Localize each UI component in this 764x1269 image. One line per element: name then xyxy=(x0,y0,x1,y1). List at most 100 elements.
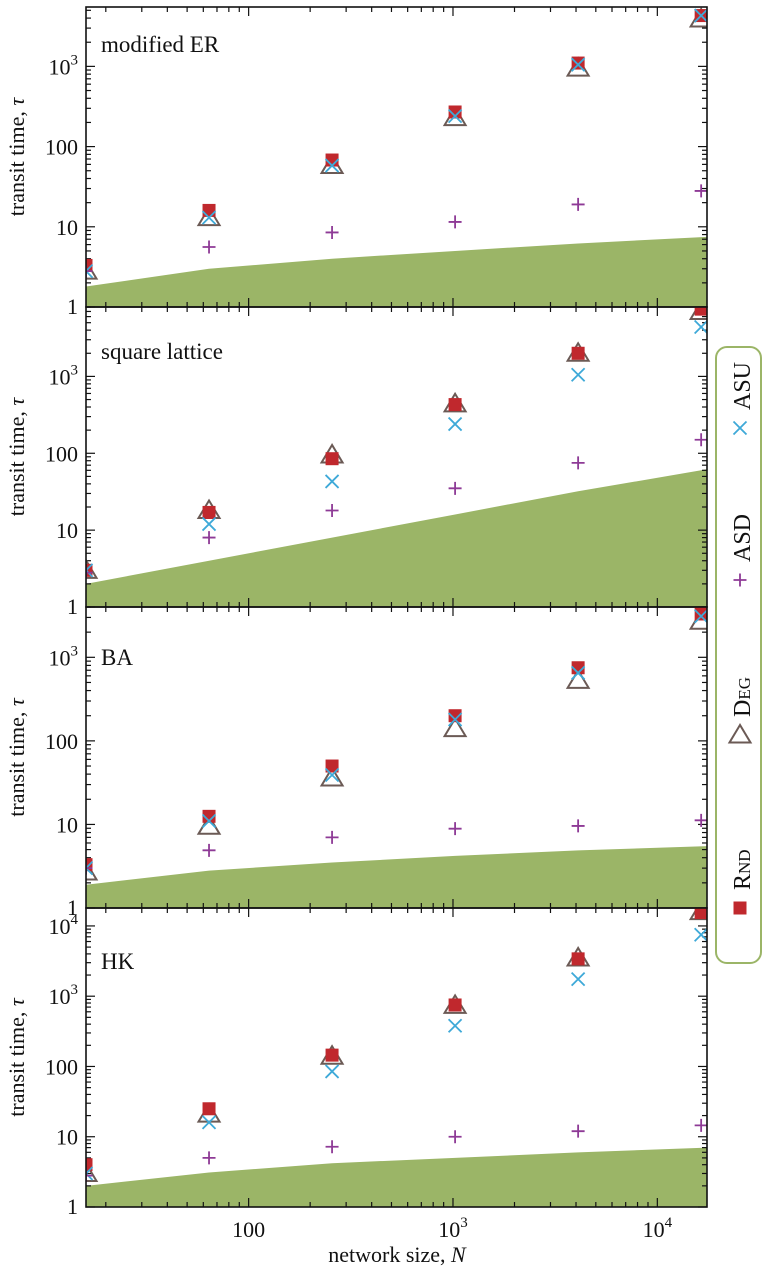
point-rnd xyxy=(571,346,585,360)
point-asu xyxy=(324,1064,340,1079)
point-asu xyxy=(324,158,340,173)
point-asd xyxy=(86,861,93,875)
legend-marker-asd xyxy=(733,573,747,587)
x-axis-ticks xyxy=(105,607,658,908)
point-deg xyxy=(442,716,468,738)
point-asd xyxy=(571,819,585,833)
panel-title: BA xyxy=(101,645,133,670)
y-axis-ticks xyxy=(86,306,707,608)
point-asd xyxy=(448,215,462,229)
point-asu xyxy=(570,367,586,382)
x-axis-title-var: N xyxy=(450,1242,467,1267)
panel-title: modified ER xyxy=(101,32,220,57)
point-asu xyxy=(694,319,707,335)
series-asu xyxy=(86,8,707,279)
point-asu xyxy=(694,8,707,23)
chart-panels: 1 10 100 103 transit time, τ modified ER 1 10 10… xyxy=(4,6,708,1242)
point-asu xyxy=(86,563,94,578)
point-rnd xyxy=(202,1102,216,1116)
point-asd xyxy=(694,1118,707,1132)
legend-item-rnd: RND xyxy=(730,849,756,915)
legend-label-asd: ASD xyxy=(730,514,756,562)
point-asu xyxy=(201,813,217,829)
point-rnd xyxy=(448,709,462,723)
x-tick-label: 104 xyxy=(643,1215,673,1242)
point-rnd xyxy=(202,809,216,823)
point-rnd xyxy=(448,105,462,119)
point-asd xyxy=(202,240,216,254)
series-rnd xyxy=(86,307,707,577)
series-asu xyxy=(86,319,707,578)
legend-label-rnd: RND xyxy=(730,849,756,890)
y-axis-title: transit time, τ xyxy=(4,97,29,217)
point-asd xyxy=(448,822,462,836)
y-tick-label: 104 xyxy=(49,912,79,939)
point-asu xyxy=(694,609,707,624)
point-rnd xyxy=(448,398,462,412)
y-tick-label: 100 xyxy=(45,1054,78,1079)
point-rnd xyxy=(694,607,707,621)
point-asd xyxy=(694,433,707,447)
point-asu xyxy=(201,516,217,532)
point-rnd xyxy=(325,759,339,773)
y-tick-label: 100 xyxy=(45,729,78,754)
lower-bound-area xyxy=(86,1147,707,1207)
point-asd xyxy=(694,813,707,827)
y-tick-label: 1 xyxy=(67,895,78,920)
y-axis-ticks xyxy=(86,9,707,308)
lower-bound-area xyxy=(86,236,707,307)
panel-2: 1 10 100 103 transit time, τ square lattice xyxy=(4,306,708,619)
point-rnd xyxy=(86,1158,93,1172)
point-asd xyxy=(202,843,216,857)
point-rnd xyxy=(86,258,93,272)
point-asd xyxy=(571,197,585,211)
legend: RND DEG ASD ASU xyxy=(715,346,762,964)
point-rnd xyxy=(325,1048,339,1062)
point-asd xyxy=(694,184,707,198)
point-asd xyxy=(86,264,93,278)
series-deg xyxy=(86,609,707,881)
point-asu xyxy=(447,416,463,432)
data-points xyxy=(86,307,707,580)
point-asu xyxy=(447,1018,463,1033)
point-deg xyxy=(319,766,345,787)
series-rnd xyxy=(86,607,707,872)
x-axis-title: network size, N xyxy=(328,1242,467,1267)
legend-label-deg: DEG xyxy=(730,677,756,717)
legend-box xyxy=(715,346,762,964)
y-tick-label: 103 xyxy=(49,643,79,670)
series-asd xyxy=(86,813,707,875)
y-tick-label: 103 xyxy=(49,52,79,79)
data-points xyxy=(86,607,707,881)
series-asu xyxy=(86,927,707,1181)
legend-item-deg: DEG xyxy=(727,677,756,744)
lower-bound-area xyxy=(86,846,707,908)
y-axis-title: transit time, τ xyxy=(4,697,29,817)
point-asu xyxy=(570,57,586,72)
point-asu xyxy=(201,1115,217,1130)
point-asd xyxy=(325,225,339,239)
y-tick-label: 1 xyxy=(67,294,78,319)
y-tick-label: 103 xyxy=(49,982,79,1009)
point-rnd xyxy=(694,307,707,316)
legend-marker-deg xyxy=(727,723,753,744)
legend-item-asu: ASU xyxy=(730,362,756,436)
plot-frame xyxy=(85,907,708,1208)
point-asd xyxy=(448,481,462,495)
y-tick-label: 10 xyxy=(56,215,78,240)
point-asu xyxy=(86,263,94,279)
point-asd xyxy=(325,504,339,518)
y-tick-label: 10 xyxy=(56,812,78,837)
point-asd xyxy=(325,830,339,844)
series-rnd xyxy=(86,908,707,1172)
panel-1: 1 10 100 103 transit time, τ modified ER xyxy=(4,6,708,319)
point-rnd xyxy=(202,203,216,217)
point-asd xyxy=(86,1169,93,1183)
y-axis-title: transit time, τ xyxy=(4,997,29,1117)
point-rnd xyxy=(571,661,585,675)
point-asu xyxy=(201,210,217,225)
point-asd xyxy=(571,1124,585,1138)
lower-bound-area xyxy=(86,469,707,607)
point-asd xyxy=(202,531,216,545)
